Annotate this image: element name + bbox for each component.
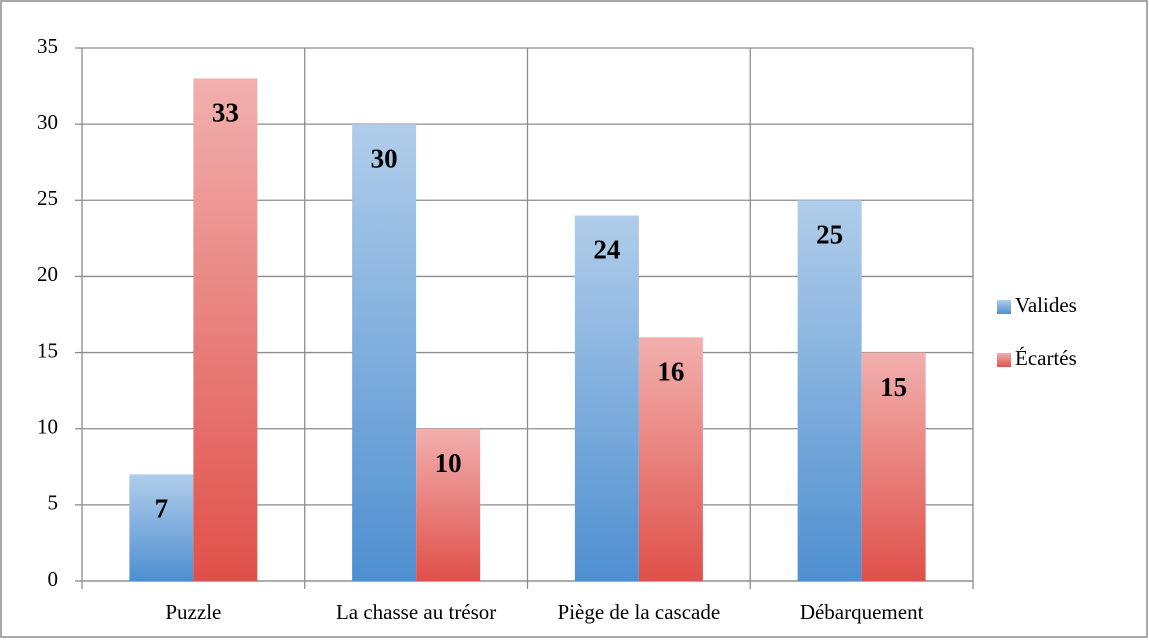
legend-label: Écartés (1015, 346, 1077, 370)
value-label: 30 (371, 143, 398, 173)
legend-swatch (997, 300, 1011, 314)
bar (352, 124, 417, 582)
y-tick-label: 30 (37, 110, 58, 134)
bar (638, 337, 703, 581)
y-tick-label: 20 (37, 262, 58, 286)
y-tick-label: 10 (37, 415, 58, 439)
value-label: 25 (816, 219, 843, 249)
bar (416, 428, 481, 581)
y-tick-label: 0 (48, 567, 59, 591)
value-label: 15 (880, 372, 907, 402)
value-label: 33 (212, 98, 239, 128)
y-tick-label: 25 (37, 186, 58, 210)
y-tick-label: 5 (48, 491, 59, 515)
x-tick-label: La chasse au trésor (336, 600, 496, 624)
x-tick-label: Piège de la cascade (558, 600, 721, 624)
bar (193, 78, 258, 581)
x-tick-label: Puzzle (165, 600, 221, 624)
legend-swatch (997, 353, 1011, 367)
bar (574, 215, 639, 581)
bar (797, 200, 862, 582)
value-label: 16 (657, 357, 684, 387)
y-tick-label: 15 (37, 338, 58, 362)
y-tick-label: 35 (37, 34, 58, 58)
legend-label: Valides (1015, 293, 1077, 317)
bar (129, 474, 194, 581)
x-tick-label: Débarquement (800, 600, 924, 624)
value-label: 7 (155, 494, 169, 524)
value-label: 24 (593, 235, 620, 265)
bar (861, 352, 926, 581)
value-label: 10 (435, 448, 462, 478)
